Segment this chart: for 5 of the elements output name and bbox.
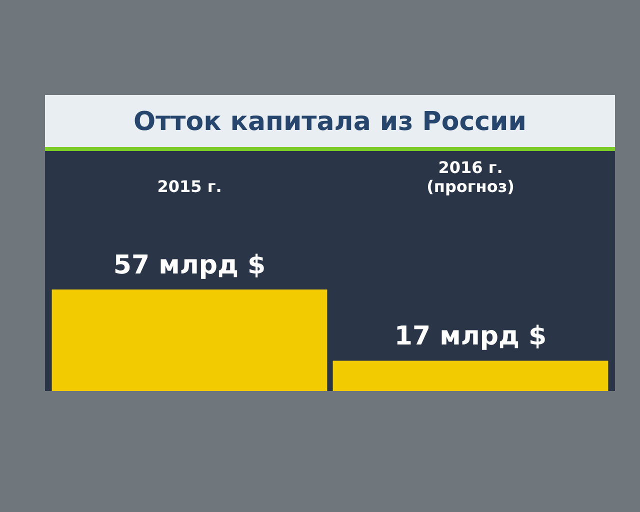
- chart-title: Отток капитала из России: [45, 95, 615, 151]
- x-tick-label: 2016 г. (прогноз): [426, 158, 514, 196]
- data-label: 57 млрд $: [113, 250, 266, 280]
- x-tick-label: 2015 г.: [157, 176, 222, 196]
- data-label: 17 млрд $: [394, 321, 547, 352]
